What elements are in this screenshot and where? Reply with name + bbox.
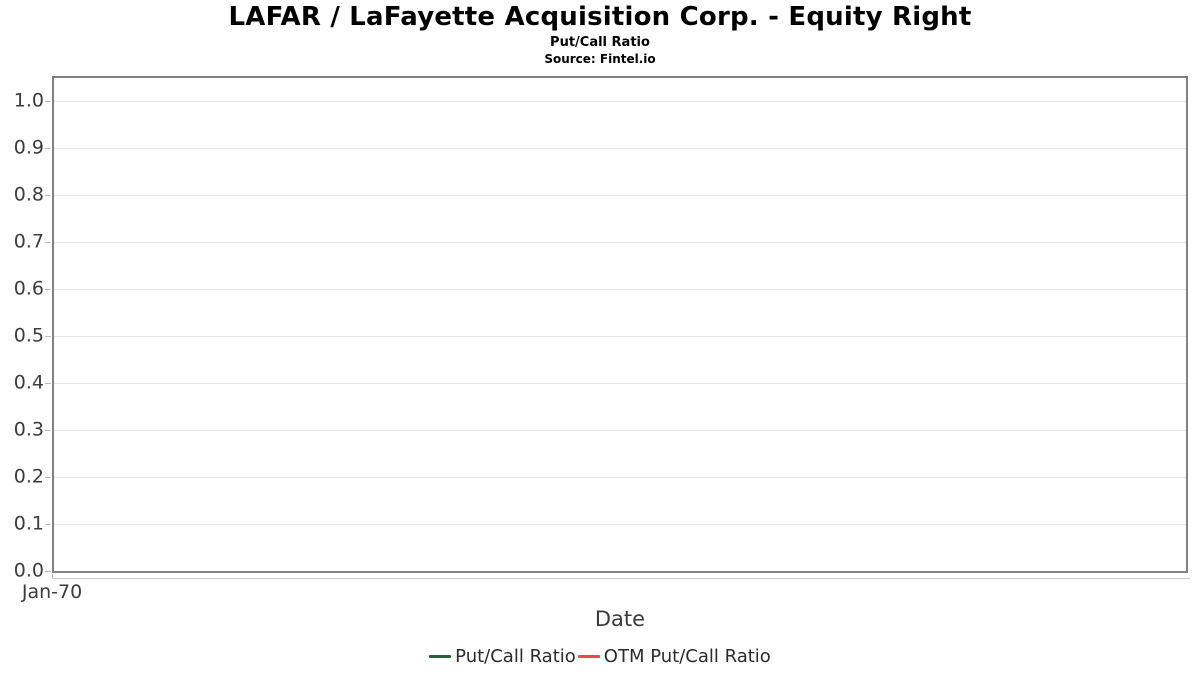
- y-tick-mark: [45, 477, 51, 478]
- y-tick-mark: [45, 430, 51, 431]
- legend-label: Put/Call Ratio: [455, 646, 576, 667]
- legend-item-otm-put-call-ratio[interactable]: OTM Put/Call Ratio: [577, 646, 771, 667]
- y-tick-mark: [45, 195, 51, 196]
- y-tick-mark: [45, 383, 51, 384]
- y-tick-label: 0.0: [13, 559, 44, 582]
- gridline-y-0.5: [54, 336, 1186, 337]
- y-tick-mark: [45, 101, 51, 102]
- x-axis-label: Date: [594, 607, 646, 631]
- gridline-y-0.9: [54, 148, 1186, 149]
- gridline-y-0.1: [54, 524, 1186, 525]
- gridline-y-0.3: [54, 430, 1186, 431]
- y-tick-mark: [45, 524, 51, 525]
- y-tick-mark: [45, 148, 51, 149]
- y-tick-mark: [45, 242, 51, 243]
- gridline-y-0.4: [54, 383, 1186, 384]
- y-tick-label: 0.5: [13, 324, 44, 347]
- chart-source: Source: Fintel.io: [544, 52, 656, 66]
- gridline-y-0.8: [54, 195, 1186, 196]
- legend: Put/Call Ratio OTM Put/Call Ratio: [0, 646, 1200, 667]
- y-tick-label: 0.1: [13, 512, 44, 535]
- legend-line-swatch: [577, 655, 600, 658]
- y-tick-mark: [45, 571, 51, 572]
- y-tick-label: 0.9: [13, 136, 44, 159]
- y-tick-label: 0.3: [13, 418, 44, 441]
- x-axis-line: [52, 578, 1190, 579]
- chart-subtitle: Put/Call Ratio: [550, 35, 650, 50]
- legend-line-swatch: [429, 655, 452, 658]
- legend-label: OTM Put/Call Ratio: [603, 646, 771, 667]
- legend-item-put-call-ratio[interactable]: Put/Call Ratio: [429, 646, 576, 667]
- x-tick-label: Jan-70: [21, 581, 83, 603]
- gridline-y-0.7: [54, 242, 1186, 243]
- y-tick-label: 0.7: [13, 230, 44, 253]
- gridline-y-0.2: [54, 477, 1186, 478]
- y-tick-label: 0.4: [13, 371, 44, 394]
- y-tick-mark: [45, 289, 51, 290]
- gridline-y-1.0: [54, 101, 1186, 102]
- plot-area: [52, 76, 1188, 573]
- y-tick-label: 1.0: [13, 89, 44, 112]
- y-tick-label: 0.6: [13, 277, 44, 300]
- gridline-y-0.6: [54, 289, 1186, 290]
- y-tick-mark: [45, 336, 51, 337]
- chart-title: LAFAR / LaFayette Acquisition Corp. - Eq…: [228, 2, 972, 32]
- x-tick-mark: [52, 574, 53, 579]
- y-tick-label: 0.8: [13, 183, 44, 206]
- y-tick-label: 0.2: [13, 465, 44, 488]
